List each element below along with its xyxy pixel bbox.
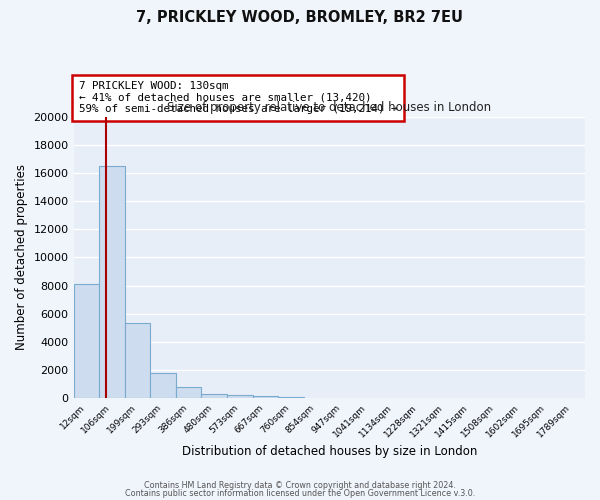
Bar [74,284,99,398]
Bar [253,396,278,398]
Title: Size of property relative to detached houses in London: Size of property relative to detached ho… [167,102,491,114]
Text: Contains HM Land Registry data © Crown copyright and database right 2024.: Contains HM Land Registry data © Crown c… [144,481,456,490]
Text: 7, PRICKLEY WOOD, BROMLEY, BR2 7EU: 7, PRICKLEY WOOD, BROMLEY, BR2 7EU [137,10,464,25]
Bar [202,394,227,398]
Text: Contains public sector information licensed under the Open Government Licence v.: Contains public sector information licen… [125,488,475,498]
Text: 7 PRICKLEY WOOD: 130sqm
← 41% of detached houses are smaller (13,420)
59% of sem: 7 PRICKLEY WOOD: 130sqm ← 41% of detache… [79,81,397,114]
Bar [278,397,304,398]
X-axis label: Distribution of detached houses by size in London: Distribution of detached houses by size … [182,444,477,458]
Bar [125,324,150,398]
Bar [176,388,202,398]
Bar [227,396,253,398]
Bar [150,372,176,398]
Bar [99,166,125,398]
Y-axis label: Number of detached properties: Number of detached properties [15,164,28,350]
